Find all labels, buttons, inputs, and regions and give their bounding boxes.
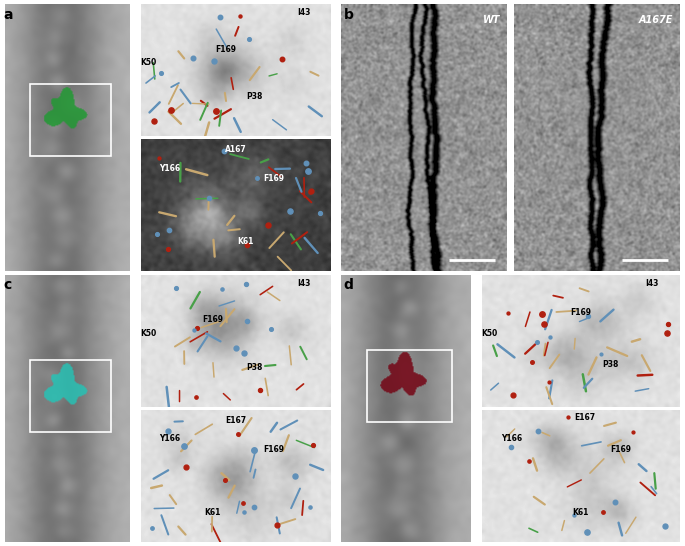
Text: P38: P38 [246,92,262,101]
Text: Y166: Y166 [159,435,179,443]
Bar [30,360,111,432]
Text: I43: I43 [297,278,310,288]
Text: P38: P38 [602,360,619,369]
Text: K50: K50 [140,329,157,337]
Text: K50: K50 [482,329,498,337]
Text: A167: A167 [225,145,247,155]
Text: E167: E167 [574,413,595,423]
Text: F169: F169 [610,445,631,454]
Bar [30,84,111,156]
Text: I43: I43 [645,278,658,288]
Text: F169: F169 [263,174,284,183]
Text: c: c [3,278,12,293]
Text: a: a [3,8,13,22]
Text: I43: I43 [297,8,310,17]
Text: F169: F169 [202,316,223,324]
Text: Y166: Y166 [159,164,179,173]
Text: Y166: Y166 [501,435,522,443]
Text: b: b [344,8,353,22]
Text: d: d [344,278,353,293]
Text: F169: F169 [570,307,591,317]
Text: F169: F169 [216,45,236,54]
Text: F169: F169 [263,445,284,454]
Text: E167: E167 [225,416,246,425]
Text: K61: K61 [573,508,589,517]
Text: WT: WT [483,15,500,25]
Text: K61: K61 [237,238,253,246]
Text: A167E: A167E [638,15,673,25]
Text: K50: K50 [140,58,157,67]
Text: K61: K61 [205,508,221,517]
Bar [367,350,451,422]
Text: P38: P38 [246,363,262,372]
